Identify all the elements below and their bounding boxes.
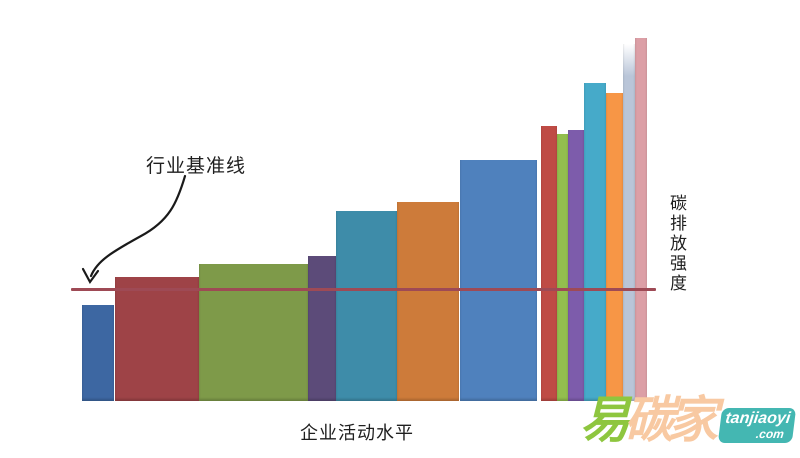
bar bbox=[541, 126, 557, 401]
bar bbox=[584, 83, 606, 401]
bar bbox=[623, 44, 635, 401]
bar bbox=[568, 130, 584, 401]
watermark-badge-domain: tanjiaoyi bbox=[724, 410, 792, 427]
watermark-badge-tld: .com bbox=[755, 427, 785, 441]
watermark-badge: tanjiaoyi .com bbox=[717, 408, 797, 443]
bar bbox=[199, 264, 308, 401]
bar bbox=[397, 202, 459, 401]
x-axis-label: 企业活动水平 bbox=[300, 423, 414, 443]
watermark-char: 碳 bbox=[624, 392, 674, 448]
watermark-brand: 易碳家 bbox=[580, 392, 718, 448]
baseline-annotation-label: 行业基准线 bbox=[145, 156, 247, 177]
watermark-char: 易 bbox=[580, 392, 630, 448]
bar bbox=[336, 211, 397, 401]
bar bbox=[460, 160, 537, 401]
industry-baseline-line bbox=[71, 288, 656, 291]
bar bbox=[82, 305, 114, 401]
bar bbox=[606, 93, 623, 401]
bar bbox=[115, 277, 199, 401]
bar bbox=[635, 38, 647, 401]
bar bbox=[308, 256, 336, 401]
watermark-char: 家 bbox=[668, 392, 718, 448]
bar bbox=[557, 134, 568, 401]
y-axis-label: 碳排放强度 bbox=[667, 194, 686, 294]
